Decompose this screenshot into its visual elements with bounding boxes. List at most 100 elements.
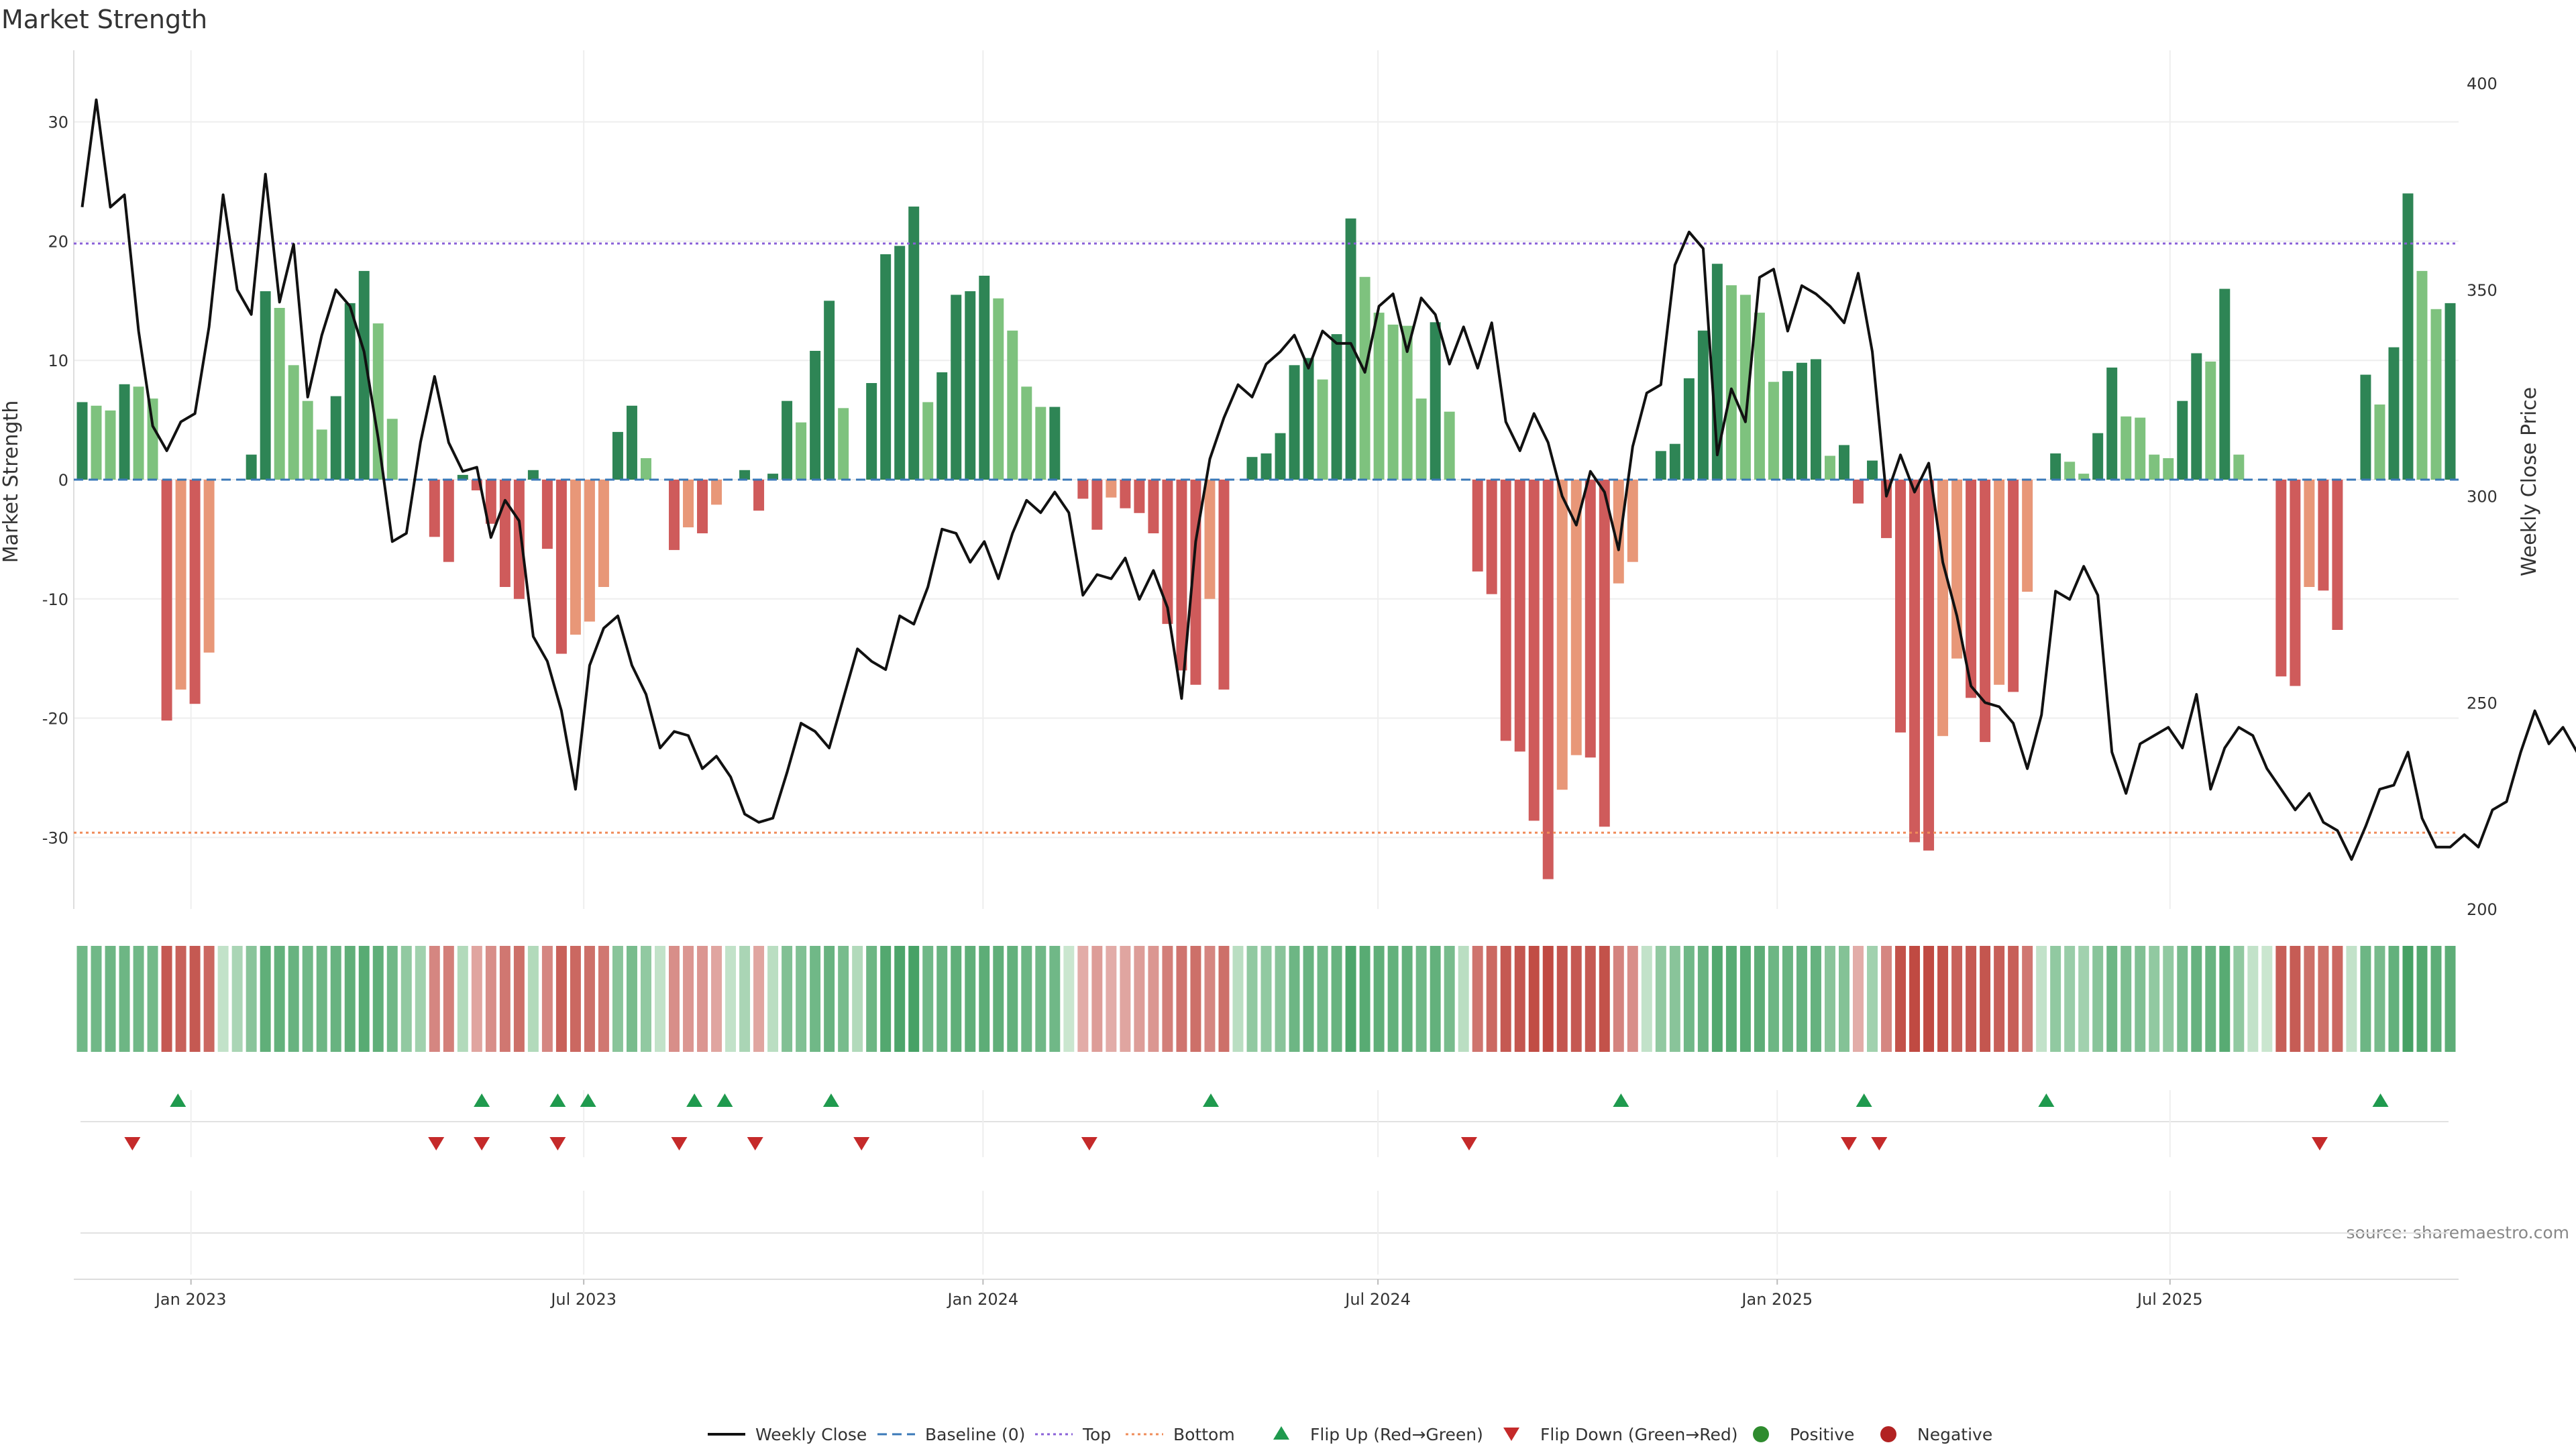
heat-cell <box>1782 946 1793 1052</box>
heat-cell <box>2318 946 2328 1052</box>
strength-bar <box>2416 271 2427 480</box>
y2-tick-label: 250 <box>2467 694 2498 712</box>
strength-bar <box>796 423 806 480</box>
strength-bar <box>77 402 88 480</box>
heat-cell <box>387 946 398 1052</box>
heat-cell <box>598 946 609 1052</box>
strength-bar <box>1332 334 1342 480</box>
strength-bar <box>148 398 158 480</box>
heat-cell <box>866 946 877 1052</box>
heat-cell <box>1895 946 1906 1052</box>
heat-cell <box>2346 946 2357 1052</box>
strength-bar <box>1247 457 1258 480</box>
heat-cell <box>317 946 327 1052</box>
strength-bar <box>2022 480 2033 592</box>
heat-cell <box>1346 946 1356 1052</box>
strength-bar <box>119 384 130 480</box>
heat-cell <box>838 946 849 1052</box>
strength-bar <box>697 480 708 533</box>
strength-bar <box>1768 382 1779 480</box>
heat-cell <box>951 946 961 1052</box>
strength-bar <box>1444 412 1455 480</box>
strength-bar <box>387 419 398 480</box>
y-tick-label: 30 <box>48 113 68 132</box>
strength-bar <box>627 406 637 480</box>
heat-strip <box>77 946 2456 1052</box>
heat-cell <box>1811 946 1821 1052</box>
heat-cell <box>1120 946 1130 1052</box>
heat-cell <box>1726 946 1737 1052</box>
strength-bar <box>598 480 609 587</box>
strength-bar <box>1501 480 1511 741</box>
strength-bar <box>1472 480 1483 572</box>
heat-cell <box>415 946 426 1052</box>
strength-bar <box>2360 375 2371 480</box>
heat-cell <box>1232 946 1243 1052</box>
strength-bar <box>2430 309 2441 480</box>
heat-cell <box>1698 946 1709 1052</box>
heat-cell <box>1077 946 1088 1052</box>
heat-cell <box>77 946 88 1052</box>
heat-cell <box>1148 946 1159 1052</box>
strength-bar <box>246 455 257 480</box>
strength-bar <box>1204 480 1215 599</box>
strength-bar <box>1275 433 1286 480</box>
strength-bar <box>1148 480 1159 533</box>
heat-cell <box>2416 946 2427 1052</box>
y-tick-label: -10 <box>42 590 68 609</box>
heat-cell <box>1106 946 1116 1052</box>
heat-cell <box>1796 946 1807 1052</box>
heat-cell <box>119 946 130 1052</box>
strength-bar <box>274 308 285 480</box>
heat-cell <box>486 946 496 1052</box>
heat-cell <box>1247 946 1258 1052</box>
heat-cell <box>359 946 370 1052</box>
heat-cell <box>1684 946 1695 1052</box>
strength-bar <box>176 480 186 690</box>
heat-cell <box>260 946 271 1052</box>
heat-cell <box>2050 946 2061 1052</box>
heat-cell <box>1613 946 1624 1052</box>
heat-cell <box>2177 946 2188 1052</box>
strength-bar <box>1627 480 1638 562</box>
strength-bar <box>2135 418 2145 480</box>
heat-cell <box>2106 946 2117 1052</box>
strength-bar <box>2388 347 2399 480</box>
strength-bar <box>2445 303 2456 480</box>
heat-cell <box>1218 946 1229 1052</box>
strength-bar <box>2219 289 2230 480</box>
strength-bar <box>2374 405 2385 480</box>
strength-bar <box>1825 455 1835 480</box>
heat-cell <box>908 946 919 1052</box>
heat-cell <box>1712 946 1723 1052</box>
heat-cell <box>1839 946 1849 1052</box>
heat-cell <box>2290 946 2300 1052</box>
strength-bar <box>1796 363 1807 480</box>
x-tick-label: Jul 2023 <box>549 1290 616 1309</box>
strength-bar <box>190 480 201 704</box>
strength-bar <box>2191 354 2202 480</box>
strength-bar <box>1374 313 1385 480</box>
strength-bar <box>105 411 116 480</box>
chart-title: Market Strength <box>1 5 207 34</box>
heat-cell <box>1007 946 1018 1052</box>
heat-cell <box>739 946 750 1052</box>
strength-bar <box>514 480 525 599</box>
heat-cell <box>2064 946 2075 1052</box>
heat-cell <box>1825 946 1835 1052</box>
heat-cell <box>2163 946 2174 1052</box>
strength-bar <box>1543 480 1554 879</box>
heat-cell <box>1190 946 1201 1052</box>
heat-cell <box>1303 946 1314 1052</box>
strength-bar <box>1937 480 1948 736</box>
legend-label: Positive <box>1790 1425 1854 1444</box>
heat-cell <box>796 946 806 1052</box>
heat-cell <box>2430 946 2441 1052</box>
strength-bar <box>1261 453 1272 480</box>
strength-bar <box>1289 365 1300 480</box>
heat-cell <box>894 946 905 1052</box>
heat-cell <box>2275 946 2286 1052</box>
heat-cell <box>1543 946 1554 1052</box>
heat-cell <box>1487 946 1497 1052</box>
strength-bar <box>2163 458 2174 480</box>
